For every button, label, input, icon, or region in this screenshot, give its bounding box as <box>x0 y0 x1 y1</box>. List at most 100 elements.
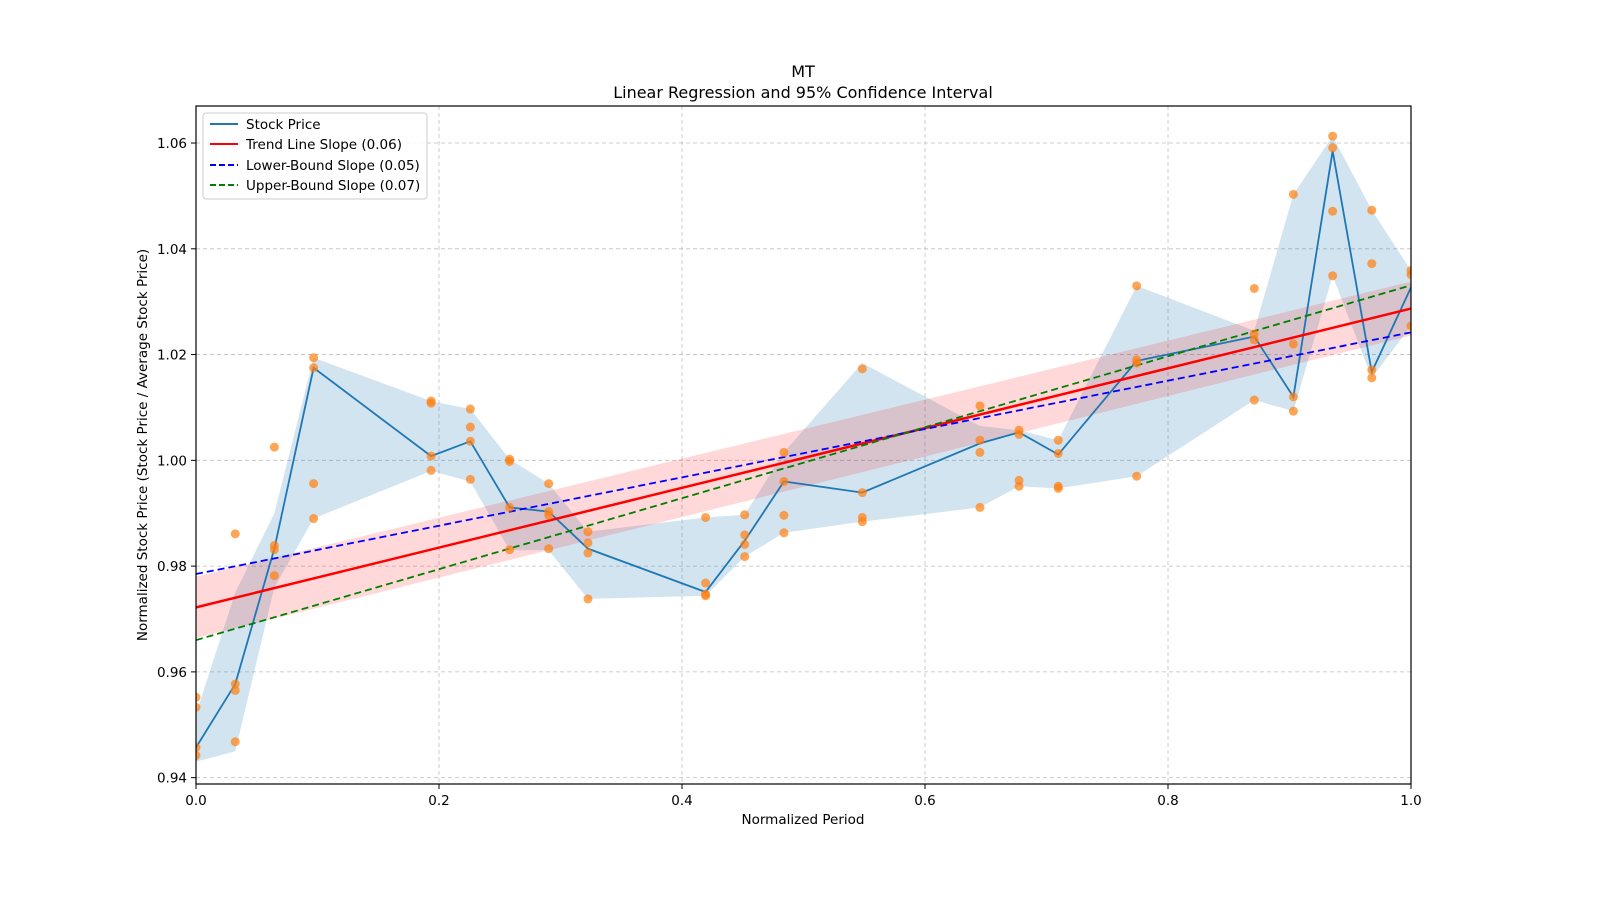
scatter-point <box>779 528 789 538</box>
scatter-point <box>701 512 711 522</box>
x-tick-label: 1.0 <box>1400 793 1421 809</box>
scatter-point <box>544 479 554 489</box>
stock-price-band <box>196 136 1411 762</box>
scatter-point <box>1053 435 1063 445</box>
x-axis-ticks: 0.0 0.2 0.4 0.6 0.8 1.0 <box>185 784 1422 809</box>
scatter-point <box>505 502 515 512</box>
y-axis-ticks: 0.94 0.96 0.98 1.00 1.02 1.04 1.06 <box>157 136 196 787</box>
y-tick-label: 1.00 <box>157 453 187 469</box>
scatter-point <box>1406 321 1411 331</box>
scatter-point <box>505 545 515 555</box>
scatter-point <box>309 514 319 524</box>
y-tick-label: 0.98 <box>157 559 187 575</box>
scatter-point <box>1406 270 1411 280</box>
scatter-point <box>230 529 240 539</box>
scatter-point <box>975 447 985 457</box>
scatter-point <box>583 538 593 548</box>
scatter-point <box>1367 365 1377 375</box>
scatter-point <box>1053 448 1063 458</box>
scatter-point <box>196 692 201 702</box>
scatter-point <box>309 353 319 363</box>
scatter-point <box>1328 131 1338 141</box>
scatter-point <box>740 510 750 520</box>
scatter-point <box>309 479 319 489</box>
legend-label-stock-price: Stock Price <box>246 117 321 133</box>
scatter-point <box>583 594 593 604</box>
plot-frame <box>195 105 1412 785</box>
scatter-point <box>544 544 554 554</box>
scatter-point <box>1132 358 1142 368</box>
scatter-point <box>1132 281 1142 291</box>
y-tick-label: 1.02 <box>157 348 187 364</box>
trend-confidence-band <box>196 281 1411 639</box>
scatter-point <box>269 571 279 581</box>
scatter-point <box>269 442 279 452</box>
scatter-point <box>1367 205 1377 215</box>
scatter-point <box>583 527 593 537</box>
scatter-point <box>230 679 240 689</box>
scatter-point <box>1288 392 1298 402</box>
scatter-point <box>465 404 475 414</box>
scatter-point <box>1288 406 1298 416</box>
scatter-point <box>230 737 240 747</box>
y-tick-label: 1.04 <box>157 242 187 258</box>
y-tick-label: 0.94 <box>157 771 187 787</box>
scatter-point <box>1249 283 1259 293</box>
scatter-point <box>544 510 554 520</box>
trend-line <box>195 307 1412 609</box>
scatter-point <box>857 517 867 527</box>
scatter-point <box>975 435 985 445</box>
scatter-point <box>1288 189 1298 199</box>
scatter-point <box>779 510 789 520</box>
legend-label-trend-line: Trend Line Slope (0.06) <box>245 137 402 153</box>
scatter-point <box>779 476 789 486</box>
scatter-point <box>426 451 436 461</box>
x-tick-label: 0.8 <box>1157 793 1178 809</box>
scatter-point <box>1367 259 1377 269</box>
scatter-point <box>701 591 711 601</box>
chart-subtitle: Linear Regression and 95% Confidence Int… <box>613 83 993 102</box>
scatter-point <box>1014 429 1024 439</box>
x-tick-label: 0.6 <box>914 793 935 809</box>
scatter-point <box>269 545 279 555</box>
stock-price-line <box>195 150 1412 748</box>
scatter-point <box>505 456 515 466</box>
scatter-point <box>1328 271 1338 281</box>
lower-bound-line <box>195 331 1412 575</box>
scatter-point <box>309 363 319 373</box>
x-axis-label: Normalized Period <box>742 812 865 828</box>
lines-layer <box>195 150 1412 748</box>
scatter-point <box>740 539 750 549</box>
scatter-points <box>196 131 1411 760</box>
legend-label-upper-bound: Upper-Bound Slope (0.07) <box>246 178 420 194</box>
x-tick-label: 0.4 <box>671 793 692 809</box>
scatter-point <box>1328 143 1338 153</box>
scatter-point <box>426 465 436 475</box>
scatter-point <box>1288 339 1298 349</box>
scatter-point <box>701 578 711 588</box>
x-tick-label: 0.0 <box>185 793 206 809</box>
scatter-point <box>975 401 985 411</box>
scatter-point <box>230 685 240 695</box>
scatter-point <box>857 488 867 498</box>
scatter-point <box>1367 373 1377 383</box>
scatter-point <box>465 436 475 446</box>
x-tick-label: 0.2 <box>428 793 449 809</box>
scatter-point <box>1014 481 1024 491</box>
scatter-point <box>740 530 750 540</box>
legend-label-lower-bound: Lower-Bound Slope (0.05) <box>246 158 420 174</box>
bands-layer <box>196 136 1411 762</box>
y-tick-label: 0.96 <box>157 665 187 681</box>
scatter-point <box>196 743 201 753</box>
scatter-point <box>1132 471 1142 481</box>
legend: Stock Price Trend Line Slope (0.06) Lowe… <box>202 112 428 200</box>
scatter-point <box>1249 335 1259 345</box>
legend-box <box>202 112 428 200</box>
scatter-point <box>857 364 867 374</box>
scatter-point <box>1328 206 1338 216</box>
scatter-point <box>196 702 201 712</box>
y-axis-label: Normalized Stock Price (Stock Price / Av… <box>135 249 151 641</box>
scatter-point <box>196 750 201 760</box>
scatter-point <box>465 474 475 484</box>
